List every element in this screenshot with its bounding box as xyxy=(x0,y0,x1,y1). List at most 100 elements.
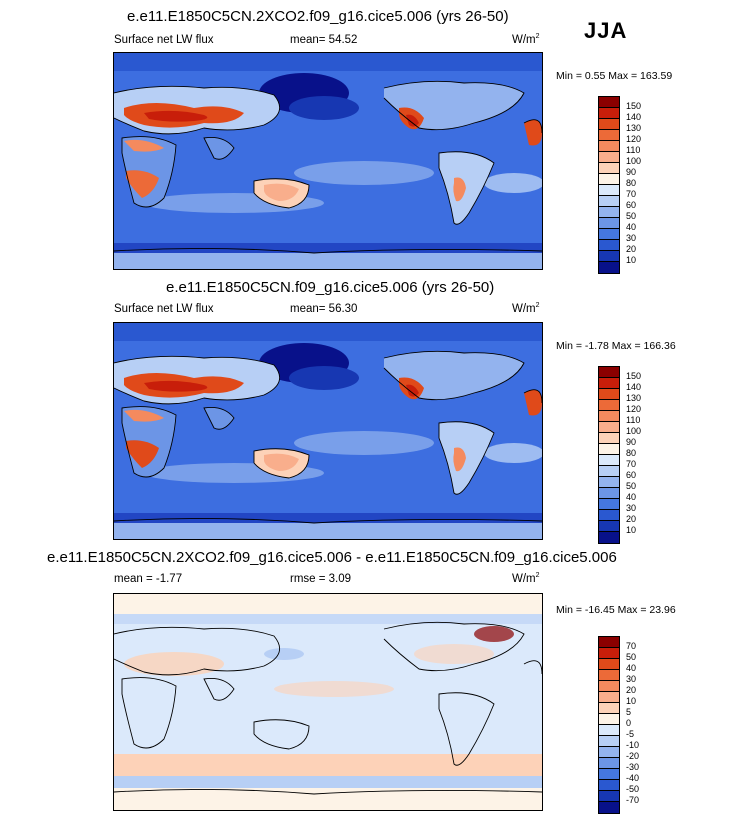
panel-1-colorbar-bin xyxy=(599,251,619,262)
panel-3-colorbar-bin xyxy=(599,747,619,758)
panel-1-variable-label: Surface net LW flux xyxy=(114,34,214,46)
panel-3-colorbar-bin xyxy=(599,681,619,692)
colorbar-tick-label: -10 xyxy=(626,740,640,750)
panel-3-colorbar-bin xyxy=(599,637,619,648)
panel-3-colorbar-bin xyxy=(599,692,619,703)
colorbar-tick-label: -40 xyxy=(626,773,640,783)
colorbar-tick-label: 0 xyxy=(626,718,632,728)
colorbar-tick-label: 80 xyxy=(626,448,637,458)
colorbar-tick-label: 5 xyxy=(626,707,632,717)
colorbar-tick-label: 30 xyxy=(626,674,637,684)
colorbar-tick-label: 80 xyxy=(626,178,637,188)
colorbar-tick-label: 70 xyxy=(626,189,637,199)
panel-2-colorbar-bin xyxy=(599,466,619,477)
colorbar-tick-label: -70 xyxy=(626,795,640,805)
panel-1-minmax: Min = 0.55 Max = 163.59 xyxy=(556,70,673,82)
colorbar-tick-label: 40 xyxy=(626,492,637,502)
panel-2-colorbar-bin xyxy=(599,444,619,455)
panel-3-colorbar-bin xyxy=(599,725,619,736)
colorbar-tick-label: -30 xyxy=(626,762,640,772)
panel-1-colorbar-bin xyxy=(599,240,619,251)
panel-1-colorbar-bin xyxy=(599,141,619,152)
colorbar-tick-label: 10 xyxy=(626,255,637,265)
panel-3-rmse-label: rmse = 3.09 xyxy=(290,573,352,585)
colorbar-tick-label: 90 xyxy=(626,167,637,177)
panel-2-colorbar-bin xyxy=(599,477,619,488)
colorbar-tick-label: 110 xyxy=(626,145,641,155)
colorbar-tick-label: 100 xyxy=(626,156,642,166)
panel-3-mean-label: mean = -1.77 xyxy=(114,573,183,585)
colorbar-tick-label: 30 xyxy=(626,233,637,243)
colorbar-tick-label: 50 xyxy=(626,652,637,662)
panel-3-colorbar-bin xyxy=(599,780,619,791)
colorbar-tick-label: 90 xyxy=(626,437,637,447)
colorbar-tick-label: -20 xyxy=(626,751,640,761)
panel-1-title: e.e11.E1850C5CN.2XCO2.f09_g16.cice5.006 … xyxy=(127,8,509,25)
panel-2-variable-label: Surface net LW flux xyxy=(114,303,214,315)
colorbar-tick-label: 50 xyxy=(626,481,637,491)
panel-1-colorbar-bin xyxy=(599,119,619,130)
panel-3-colorbar-bin xyxy=(599,736,619,747)
panel-1-colorbar-bin xyxy=(599,174,619,185)
panel-3-map-svg xyxy=(114,594,542,810)
colorbar-tick-label: -50 xyxy=(626,784,640,794)
panel-2-colorbar-bin xyxy=(599,422,619,433)
panel-1-map xyxy=(113,52,543,270)
panel-2-title: e.e11.E1850C5CN.f09_g16.cice5.006 (yrs 2… xyxy=(166,279,495,296)
panel-1-colorbar-bin xyxy=(599,152,619,163)
colorbar-tick-label: 120 xyxy=(626,134,642,144)
panel-2-minmax: Min = -1.78 Max = 166.36 xyxy=(556,340,676,352)
colorbar-tick-label: 130 xyxy=(626,393,642,403)
colorbar-tick-label: 20 xyxy=(626,685,637,695)
panel-3-colorbar-bin xyxy=(599,659,619,670)
panel-2-colorbar-bin xyxy=(599,455,619,466)
panel-2-colorbar-bin xyxy=(599,400,619,411)
panel-3-colorbar-bin xyxy=(599,802,619,813)
panel-1-colorbar-bin xyxy=(599,207,619,218)
colorbar-tick-label: 150 xyxy=(626,101,642,111)
panel-2-colorbar-bin xyxy=(599,521,619,532)
panel-2-colorbar-bin xyxy=(599,499,619,510)
colorbar-tick-label: 140 xyxy=(626,382,642,392)
panel-1-colorbar-bin xyxy=(599,185,619,196)
colorbar-tick-label: 30 xyxy=(626,503,637,513)
colorbar-tick-label: 10 xyxy=(626,525,637,535)
season-label: JJA xyxy=(584,18,628,43)
panel-2-colorbar-bin xyxy=(599,510,619,521)
panel-2-colorbar-bin xyxy=(599,367,619,378)
colorbar-tick-label: 50 xyxy=(626,211,637,221)
panel-2-map xyxy=(113,322,543,540)
panel-3-colorbar-bin xyxy=(599,714,619,725)
colorbar-tick-label: 110 xyxy=(626,415,641,425)
panel-1-map-svg xyxy=(114,53,542,269)
panel-2-colorbar-bin xyxy=(599,378,619,389)
colorbar-tick-label: 70 xyxy=(626,459,637,469)
panel-1-colorbar-bin xyxy=(599,130,619,141)
colorbar-tick-label: 70 xyxy=(626,641,637,651)
colorbar-tick-label: 20 xyxy=(626,244,637,254)
panel-1-colorbar-bin xyxy=(599,262,619,273)
panel-1-colorbar-bin xyxy=(599,218,619,229)
panel-1-colorbar-bin xyxy=(599,97,619,108)
colorbar-tick-label: 140 xyxy=(626,112,642,122)
panel-2-colorbar-bin xyxy=(599,389,619,400)
colorbar-tick-label: 130 xyxy=(626,123,642,133)
panel-2-colorbar-bin xyxy=(599,411,619,422)
colorbar-tick-label: 40 xyxy=(626,222,637,232)
panel-3-colorbar-bin xyxy=(599,769,619,780)
colorbar-tick-label: 60 xyxy=(626,200,637,210)
colorbar-tick-label: -5 xyxy=(626,729,635,739)
panel-3-colorbar-bin xyxy=(599,791,619,802)
panel-2-colorbar-bin xyxy=(599,532,619,543)
panel-2-colorbar-bin xyxy=(599,488,619,499)
colorbar-tick-label: 150 xyxy=(626,371,642,381)
panel-3-colorbar-bin xyxy=(599,703,619,714)
colorbar-tick-label: 100 xyxy=(626,426,642,436)
panel-3-colorbar xyxy=(598,636,620,814)
panel-3-title: e.e11.E1850C5CN.2XCO2.f09_g16.cice5.006 … xyxy=(47,549,617,566)
panel-1-mean-label: mean= 54.52 xyxy=(290,34,358,46)
panel-3-units: W/m2 xyxy=(512,572,540,585)
panel-2-colorbar xyxy=(598,366,620,544)
colorbar-tick-label: 60 xyxy=(626,470,637,480)
panel-2-mean-label: mean= 56.30 xyxy=(290,303,358,315)
